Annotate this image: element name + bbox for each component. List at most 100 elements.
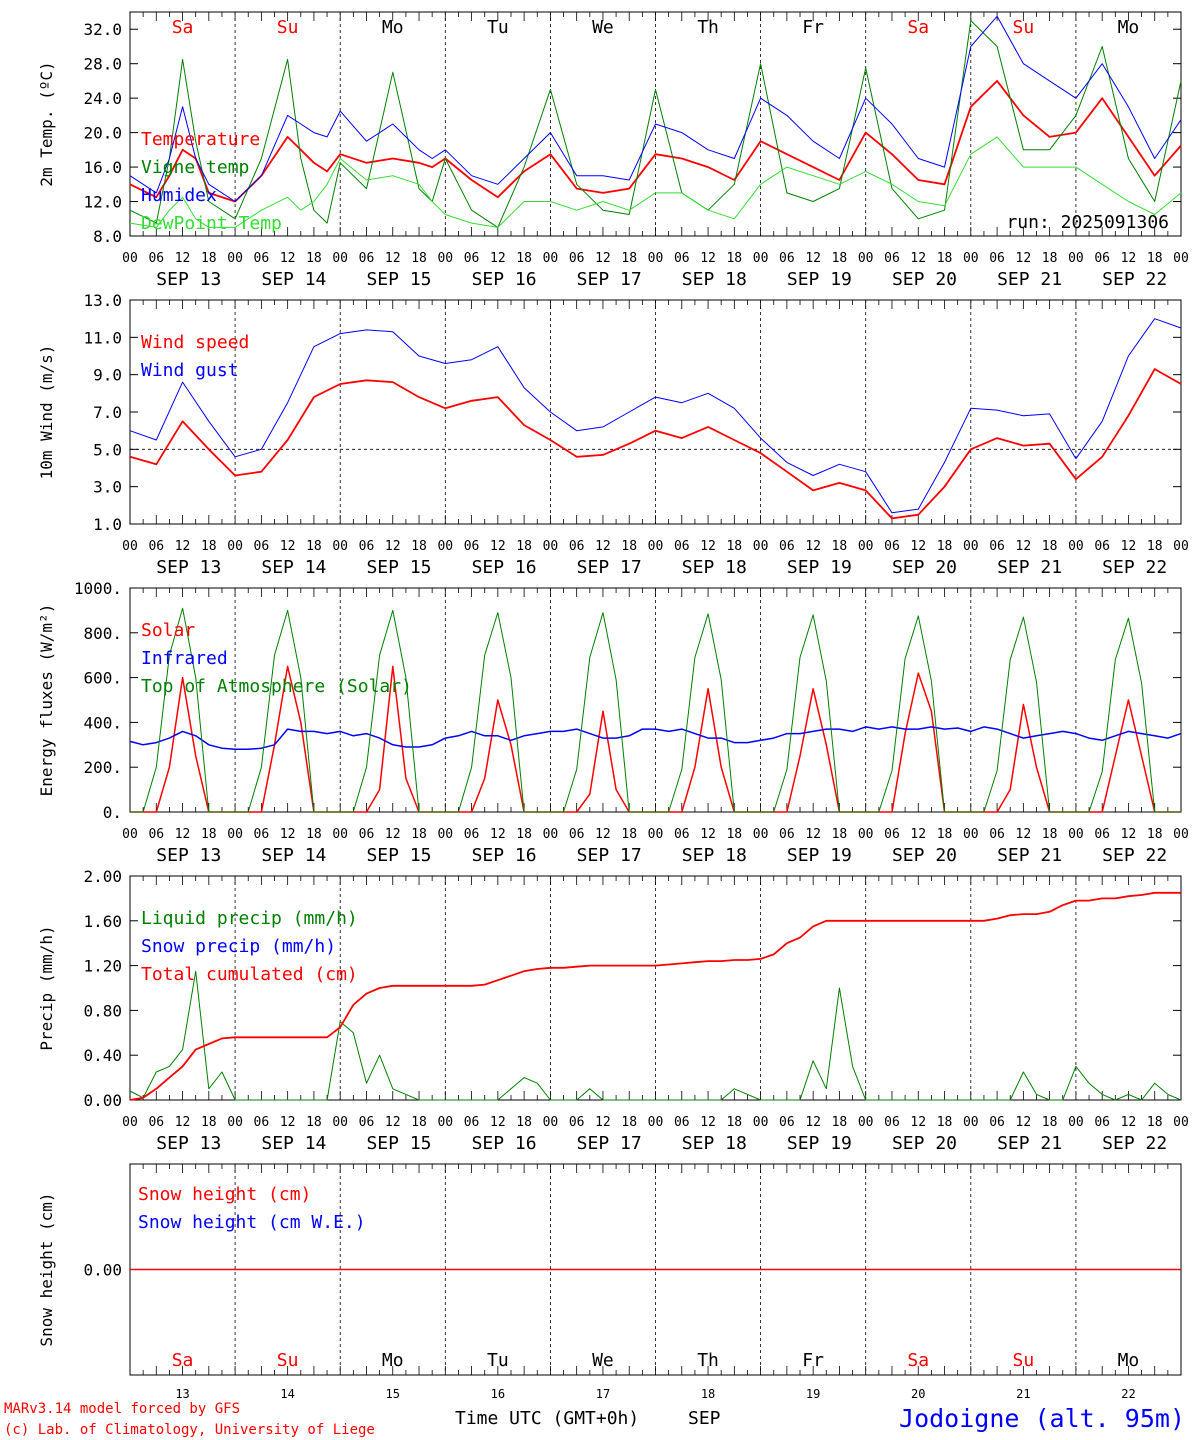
hour-label: 12 (490, 827, 506, 842)
hour-label: 06 (464, 251, 480, 266)
hour-label: 06 (1094, 251, 1110, 266)
series-line (129, 726, 1182, 751)
hour-label: 06 (359, 1115, 375, 1130)
hour-label: 18 (1147, 1115, 1163, 1130)
hour-label: 12 (1121, 827, 1137, 842)
hour-label: 06 (148, 251, 164, 266)
hour-label: 06 (359, 827, 375, 842)
hour-label: 18 (832, 539, 848, 554)
hour-label: 06 (359, 251, 375, 266)
weekday-label: Sa (172, 1350, 194, 1371)
hour-label: 12 (700, 827, 716, 842)
hour-label: 18 (411, 1115, 427, 1130)
hour-label: 00 (227, 1115, 243, 1130)
day-number: 22 (1121, 1387, 1135, 1401)
weekday-label: Mo (1118, 1350, 1140, 1371)
hour-label: 00 (227, 251, 243, 266)
hour-label: 06 (674, 1115, 690, 1130)
date-label: SEP 21 (997, 557, 1062, 578)
hour-label: 06 (674, 539, 690, 554)
legend-entry: Snow height (cm) (138, 1184, 311, 1205)
hour-label: 12 (805, 827, 821, 842)
hour-label: 18 (621, 827, 637, 842)
hour-label: 06 (779, 827, 795, 842)
date-label: SEP 15 (366, 1133, 431, 1154)
hour-label: 12 (700, 251, 716, 266)
hour-label: 12 (175, 1115, 191, 1130)
day-number: 17 (596, 1387, 610, 1401)
hour-label: 00 (648, 827, 664, 842)
y-tick-label: 3.0 (93, 478, 122, 497)
y-axis-label: 10m Wind (m/s) (37, 345, 56, 480)
hour-label: 18 (411, 251, 427, 266)
y-tick-label: 200. (83, 758, 122, 777)
hour-label: 18 (1042, 827, 1058, 842)
hour-label: 00 (543, 827, 559, 842)
y-axis-label: Energy fluxes (W/m²) (37, 604, 56, 797)
date-label: SEP 13 (156, 845, 221, 866)
hour-label: 12 (700, 539, 716, 554)
hour-label: 18 (306, 251, 322, 266)
day-number: 16 (491, 1387, 505, 1401)
date-label: SEP 14 (261, 1133, 326, 1154)
legend-entry: Solar (141, 620, 195, 641)
y-tick-label: 0.00 (83, 1091, 122, 1110)
weekday-label: Su (1013, 1350, 1035, 1371)
hour-label: 00 (543, 251, 559, 266)
hour-label: 06 (884, 539, 900, 554)
hour-label: 12 (385, 1115, 401, 1130)
date-label: SEP 18 (682, 845, 747, 866)
hour-label: 06 (989, 251, 1005, 266)
hour-label: 18 (516, 827, 532, 842)
weekday-label: Mo (382, 1350, 404, 1371)
weekday-label: Su (277, 1350, 299, 1371)
date-label: SEP 16 (472, 845, 537, 866)
date-label: SEP 21 (997, 269, 1062, 290)
series-line (129, 368, 1182, 520)
hour-label: 06 (464, 539, 480, 554)
y-tick-label: 0.00 (83, 1261, 122, 1280)
hour-label: 06 (1094, 827, 1110, 842)
hour-label: 06 (148, 827, 164, 842)
legend-entry: Infrared (141, 648, 228, 669)
y-tick-label: 600. (83, 669, 122, 688)
hour-label: 12 (910, 827, 926, 842)
date-label: SEP 19 (787, 845, 852, 866)
legend-entry: Vigne temp (141, 157, 249, 178)
hour-label: 18 (306, 1115, 322, 1130)
hour-label: 18 (937, 1115, 953, 1130)
weekday-label: Th (697, 1350, 719, 1371)
hour-label: 00 (753, 251, 769, 266)
hour-label: 06 (884, 1115, 900, 1130)
hour-label: 18 (937, 251, 953, 266)
weekday-label: Sa (907, 1350, 929, 1371)
hour-label: 00 (543, 539, 559, 554)
date-label: SEP 22 (1102, 1133, 1167, 1154)
series-line (129, 318, 1182, 514)
hour-label: 06 (779, 1115, 795, 1130)
y-tick-label: 5.0 (93, 440, 122, 459)
hour-label: 06 (254, 1115, 270, 1130)
hour-label: 00 (1173, 827, 1189, 842)
hour-label: 18 (621, 1115, 637, 1130)
weekday-label: We (592, 1350, 614, 1371)
series-line (129, 970, 1182, 1101)
hour-label: 00 (437, 251, 453, 266)
hour-label: 00 (648, 251, 664, 266)
hour-label: 00 (1068, 1115, 1084, 1130)
hour-label: 00 (1068, 251, 1084, 266)
legend-entry: Liquid precip (mm/h) (141, 908, 358, 929)
hour-label: 00 (858, 251, 874, 266)
hour-label: 18 (832, 827, 848, 842)
series-line (129, 80, 1182, 203)
hour-label: 00 (1173, 1115, 1189, 1130)
day-number: 19 (806, 1387, 820, 1401)
hour-label: 18 (516, 539, 532, 554)
hour-label: 00 (543, 1115, 559, 1130)
hour-label: 00 (227, 539, 243, 554)
model-credit: MARv3.14 model forced by GFS (4, 1401, 240, 1417)
weekday-label: Tu (487, 17, 509, 38)
hour-label: 18 (621, 251, 637, 266)
hour-label: 00 (332, 1115, 348, 1130)
legend-entry: Wind speed (141, 332, 249, 353)
